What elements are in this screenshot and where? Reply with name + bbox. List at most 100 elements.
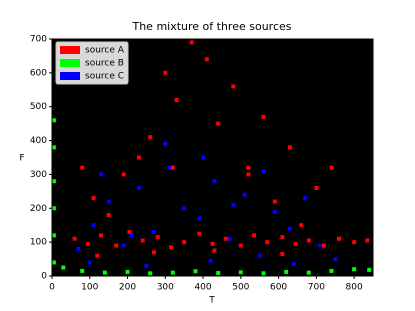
y-tick-label: 100 (30, 238, 47, 248)
point (51, 260, 56, 265)
point (144, 263, 149, 268)
point (333, 257, 338, 262)
legend-label: source B (85, 59, 124, 69)
point (163, 70, 168, 75)
point (201, 155, 206, 160)
point (136, 185, 141, 190)
point (129, 233, 134, 238)
point (287, 145, 292, 150)
point (287, 226, 292, 231)
point (321, 243, 326, 248)
point (102, 270, 107, 275)
point (216, 121, 221, 126)
point (367, 267, 372, 272)
y-tick-label: 300 (30, 170, 47, 180)
point (148, 135, 153, 140)
point (174, 97, 179, 102)
x-tick-label: 0 (49, 283, 55, 293)
point (87, 260, 92, 265)
point (306, 270, 311, 275)
point (265, 240, 270, 245)
point (306, 238, 311, 243)
point (208, 258, 213, 263)
point (140, 238, 145, 243)
y-tick-label: 500 (30, 102, 47, 112)
point (61, 265, 66, 270)
point (210, 241, 215, 246)
point (293, 241, 298, 246)
point (329, 268, 334, 273)
point (352, 267, 357, 272)
point (238, 243, 243, 248)
y-tick-label: 600 (30, 68, 47, 78)
point (51, 233, 56, 238)
x-tick-label: 400 (194, 283, 211, 293)
y-axis-label: F (19, 154, 24, 164)
point (170, 165, 175, 170)
point (114, 243, 119, 248)
x-tick-label: 800 (346, 283, 363, 293)
point (204, 57, 209, 62)
point (91, 196, 96, 201)
point (167, 165, 172, 170)
point (314, 185, 319, 190)
x-tick-label: 100 (81, 283, 98, 293)
point (151, 250, 156, 255)
point (182, 240, 187, 245)
legend-label: source C (85, 72, 124, 82)
point (337, 236, 342, 241)
point (106, 213, 111, 218)
point (99, 233, 104, 238)
point (223, 236, 228, 241)
point (197, 216, 202, 221)
point (318, 243, 323, 248)
y-tick-label: 200 (30, 204, 47, 214)
point (125, 269, 130, 274)
point (272, 199, 277, 204)
point (212, 248, 217, 253)
point (257, 253, 262, 258)
legend-swatch (60, 59, 80, 67)
point (365, 238, 370, 243)
point (51, 118, 56, 123)
point (261, 169, 266, 174)
point (121, 243, 126, 248)
point (51, 145, 56, 150)
point (261, 114, 266, 119)
point (151, 229, 156, 234)
point (189, 40, 194, 45)
point (76, 246, 81, 251)
point (197, 231, 202, 236)
y-tick-label: 700 (30, 35, 47, 45)
point (91, 223, 96, 228)
point (216, 270, 221, 275)
point (284, 269, 289, 274)
point (227, 236, 232, 241)
x-tick-label: 600 (270, 283, 287, 293)
point (121, 172, 126, 177)
point (272, 209, 277, 214)
legend-swatch (60, 72, 80, 80)
y-tick-label: 400 (30, 136, 47, 146)
point (212, 179, 217, 184)
point (80, 165, 85, 170)
point (299, 223, 304, 228)
chart-title: The mixture of three sources (131, 20, 291, 33)
point (238, 270, 243, 275)
point (231, 202, 236, 207)
x-tick-label: 500 (232, 283, 249, 293)
legend-label: source A (85, 46, 125, 56)
point (155, 235, 160, 240)
point (106, 199, 111, 204)
point (127, 229, 132, 234)
x-axis-label: T (208, 296, 215, 306)
point (329, 165, 334, 170)
point (193, 269, 198, 274)
point (85, 241, 90, 246)
point (148, 271, 153, 276)
point (163, 141, 168, 146)
point (99, 172, 104, 177)
point (242, 192, 247, 197)
point (261, 271, 266, 276)
